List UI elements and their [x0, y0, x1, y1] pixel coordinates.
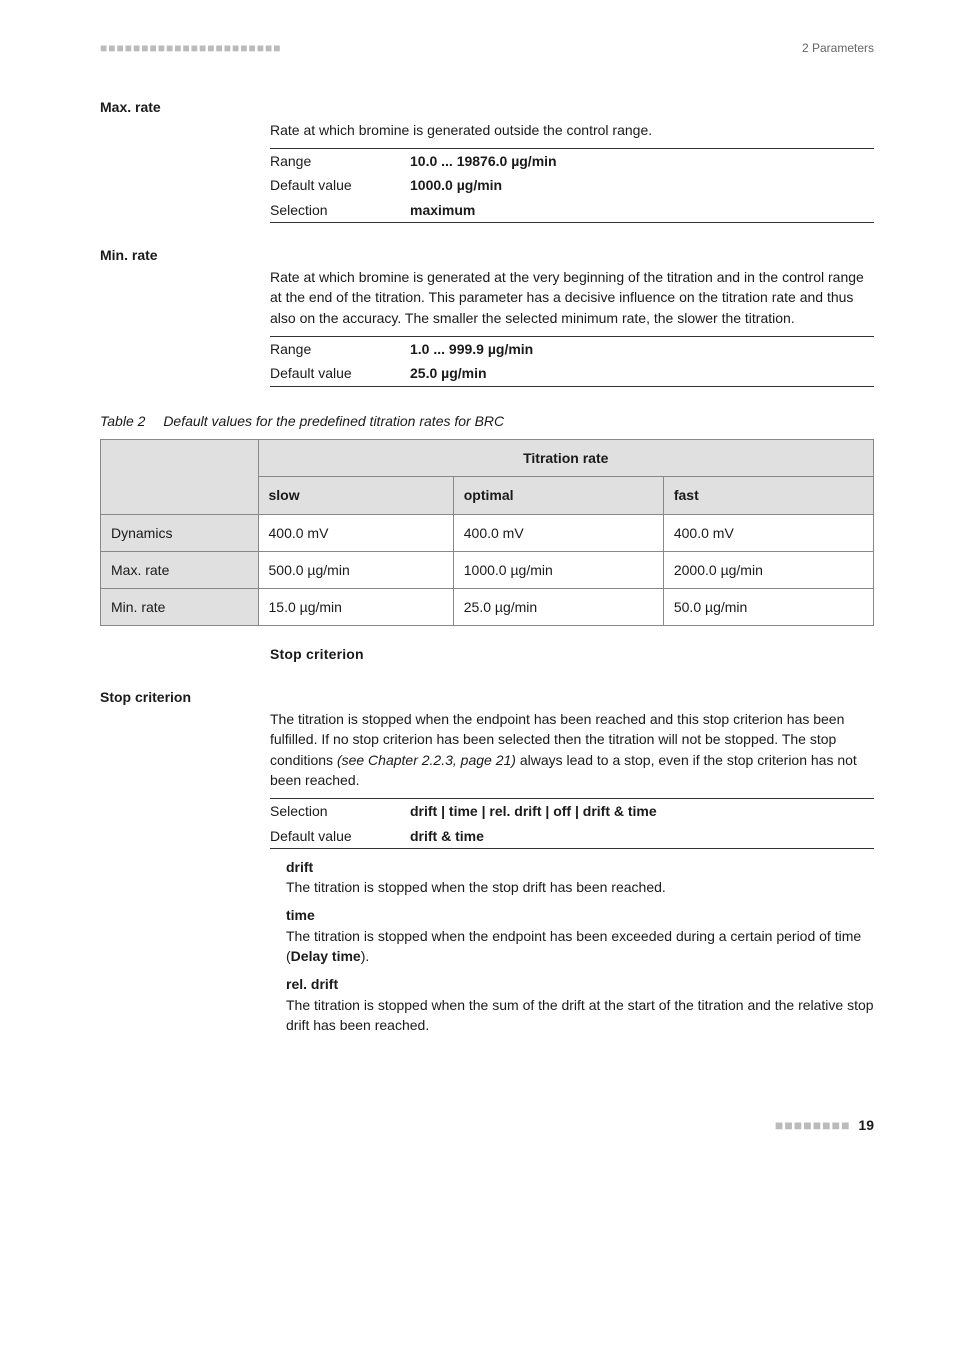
row-value: maximum — [410, 200, 475, 220]
stopcrit-block: The titration is stopped when the endpoi… — [270, 709, 874, 1035]
def-term: time — [286, 905, 874, 925]
table-row: Default value 1000.0 µg/min — [270, 173, 874, 197]
cell: 500.0 µg/min — [258, 551, 453, 588]
maxrate-table: Range 10.0 ... 19876.0 µg/min Default va… — [270, 148, 874, 223]
cell: 2000.0 µg/min — [663, 551, 873, 588]
maxrate-desc: Rate at which bromine is generated outsi… — [270, 120, 874, 140]
row-label: Selection — [270, 200, 410, 220]
row-value: 1000.0 µg/min — [410, 175, 502, 195]
defs-block: drift The titration is stopped when the … — [286, 857, 874, 1035]
col-header: slow — [258, 477, 453, 514]
cell: 50.0 µg/min — [663, 589, 873, 626]
row-label: Selection — [270, 801, 410, 821]
def-text: The titration is stopped when the stop d… — [286, 877, 874, 897]
maxrate-block: Rate at which bromine is generated outsi… — [270, 120, 874, 223]
maxrate-title: Max. rate — [100, 97, 874, 117]
stopcrit-head: Stop criterion — [270, 644, 874, 664]
stopcrit-para: The titration is stopped when the endpoi… — [270, 709, 874, 790]
row-label: Default value — [270, 363, 410, 383]
cell: 400.0 mV — [258, 514, 453, 551]
row-label: Default value — [270, 826, 410, 846]
row-value: 10.0 ... 19876.0 µg/min — [410, 151, 557, 171]
def-term: drift — [286, 857, 874, 877]
table-row: Dynamics 400.0 mV 400.0 mV 400.0 mV — [101, 514, 874, 551]
table-row: Max. rate 500.0 µg/min 1000.0 µg/min 200… — [101, 551, 874, 588]
col-header: fast — [663, 477, 873, 514]
minrate-desc: Rate at which bromine is generated at th… — [270, 267, 874, 328]
span-header: Titration rate — [258, 439, 874, 476]
minrate-title: Min. rate — [100, 245, 874, 265]
row-value: 25.0 µg/min — [410, 363, 487, 383]
stopcrit-title: Stop criterion — [100, 687, 874, 707]
page-header: ■■■■■■■■■■■■■■■■■■■■■■ 2 Parameters — [100, 40, 874, 57]
table-row: Selection drift | time | rel. drift | of… — [270, 799, 874, 823]
row-name: Max. rate — [101, 551, 259, 588]
table-row: Range 10.0 ... 19876.0 µg/min — [270, 149, 874, 173]
def-term: rel. drift — [286, 974, 874, 994]
row-name: Min. rate — [101, 589, 259, 626]
cell: 15.0 µg/min — [258, 589, 453, 626]
header-dots: ■■■■■■■■■■■■■■■■■■■■■■ — [100, 40, 281, 57]
table-row: Min. rate 15.0 µg/min 25.0 µg/min 50.0 µ… — [101, 589, 874, 626]
page-footer: ■■■■■■■■ 19 — [100, 1115, 874, 1135]
table-row: Range 1.0 ... 999.9 µg/min — [270, 337, 874, 361]
table-row: Default value 25.0 µg/min — [270, 361, 874, 385]
minrate-table: Range 1.0 ... 999.9 µg/min Default value… — [270, 336, 874, 387]
row-value: 1.0 ... 999.9 µg/min — [410, 339, 533, 359]
table2-caption: Table 2 Default values for the predefine… — [100, 411, 874, 431]
stopcrit-table: Selection drift | time | rel. drift | of… — [270, 798, 874, 849]
empty-header — [101, 439, 259, 514]
titration-rate-table: Titration rate slow optimal fast Dynamic… — [100, 439, 874, 626]
cell: 25.0 µg/min — [453, 589, 663, 626]
row-value: drift | time | rel. drift | off | drift … — [410, 801, 657, 821]
def-text: The titration is stopped when the sum of… — [286, 995, 874, 1036]
row-label: Range — [270, 151, 410, 171]
cell: 1000.0 µg/min — [453, 551, 663, 588]
footer-dots: ■■■■■■■■ — [775, 1117, 851, 1133]
table-caption-text: Default values for the predefined titrat… — [163, 413, 504, 429]
table-row: Selection maximum — [270, 198, 874, 222]
row-label: Default value — [270, 175, 410, 195]
def-text: The titration is stopped when the endpoi… — [286, 926, 874, 967]
minrate-block: Rate at which bromine is generated at th… — [270, 267, 874, 386]
header-section: 2 Parameters — [802, 40, 874, 57]
table-row: Default value drift & time — [270, 824, 874, 848]
page-number: 19 — [858, 1117, 874, 1133]
row-label: Range — [270, 339, 410, 359]
row-value: drift & time — [410, 826, 484, 846]
para-ref: (see Chapter 2.2.3, page 21) — [337, 752, 516, 768]
row-name: Dynamics — [101, 514, 259, 551]
table-number: Table 2 — [100, 413, 145, 429]
def-text-b: ). — [361, 948, 370, 964]
col-header: optimal — [453, 477, 663, 514]
cell: 400.0 mV — [663, 514, 873, 551]
def-bold: Delay time — [291, 948, 361, 964]
def-text-a: The titration is stopped when the endpoi… — [286, 928, 861, 964]
cell: 400.0 mV — [453, 514, 663, 551]
